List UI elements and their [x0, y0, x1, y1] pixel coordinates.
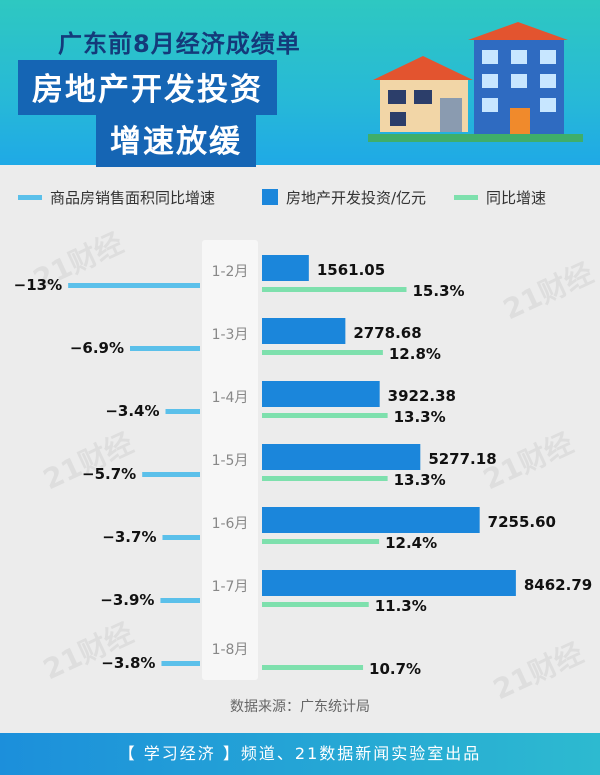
- sales-area-label: −5.7%: [82, 465, 136, 483]
- investment-label: 1561.05: [317, 261, 385, 279]
- house-illustration-icon: [368, 22, 583, 142]
- growth-bar: [262, 350, 383, 355]
- sales-area-label: −3.8%: [101, 654, 155, 672]
- growth-bar: [262, 287, 407, 292]
- title-line-2: 增速放缓: [96, 112, 256, 167]
- investment-bar: [262, 444, 421, 470]
- investment-bar: [262, 507, 480, 533]
- growth-label: 13.3%: [394, 471, 446, 489]
- growth-label: 10.7%: [369, 660, 421, 678]
- subtitle: 广东前8月经济成绩单: [58, 30, 301, 58]
- sales-area-bar: [130, 346, 200, 351]
- growth-bar: [262, 476, 388, 481]
- investment-bar: [262, 570, 516, 596]
- growth-label: 13.3%: [394, 408, 446, 426]
- sales-area-label: −3.4%: [105, 402, 159, 420]
- investment-bar: [262, 255, 309, 281]
- investment-bar: [262, 318, 346, 344]
- sales-area-label: −3.7%: [102, 528, 156, 546]
- legend-swatch-investment: [262, 189, 278, 205]
- legend-sales-area: 商品房销售面积同比增速: [18, 184, 215, 210]
- sales-area-bar: [160, 598, 200, 603]
- investment-label: 8462.79: [524, 576, 592, 594]
- data-source: 数据来源：广东统计局: [230, 699, 370, 715]
- legend-growth: 同比增速: [454, 184, 546, 210]
- category-label: 1-6月: [212, 516, 249, 532]
- sales-area-label: −6.9%: [70, 339, 124, 357]
- chart-legend: 商品房销售面积同比增速 房地产开发投资/亿元 同比增速: [0, 184, 600, 214]
- investment-bar: [262, 381, 380, 407]
- growth-bar: [262, 602, 369, 607]
- growth-bar: [262, 665, 364, 670]
- legend-swatch-growth: [454, 194, 478, 200]
- category-label: 1-2月: [212, 264, 249, 280]
- sales-area-bar: [162, 535, 200, 540]
- investment-label: 2778.68: [353, 324, 421, 342]
- category-label: 1-5月: [212, 453, 249, 469]
- category-label: 1-3月: [212, 327, 249, 343]
- legend-label-sales: 商品房销售面积同比增速: [50, 188, 216, 207]
- category-label: 1-8月: [212, 642, 249, 658]
- legend-label-investment: 房地产开发投资/亿元: [286, 188, 427, 207]
- investment-label: 7255.60: [488, 513, 556, 531]
- category-label: 1-7月: [212, 579, 249, 595]
- sales-area-bar: [68, 283, 201, 288]
- sales-area-label: −13%: [14, 276, 62, 294]
- legend-label-growth: 同比增速: [486, 188, 547, 207]
- title-line-1: 房地产开发投资: [18, 60, 277, 115]
- category-column: [202, 240, 258, 680]
- growth-label: 12.8%: [389, 345, 441, 363]
- sales-area-label: −3.9%: [100, 591, 154, 609]
- legend-investment: 房地产开发投资/亿元: [262, 184, 426, 210]
- sales-area-bar: [142, 472, 200, 477]
- growth-label: 12.4%: [385, 534, 437, 552]
- legend-swatch-sales: [18, 194, 42, 200]
- footer-credit: 【 学习经济 】频道、21数据新闻实验室出品: [0, 733, 600, 775]
- category-label: 1-4月: [212, 390, 249, 406]
- investment-label: 5277.18: [428, 450, 496, 468]
- sales-area-bar: [161, 661, 200, 666]
- header-banner: 广东前8月经济成绩单 房地产开发投资 增速放缓: [0, 0, 600, 167]
- investment-label: 3922.38: [388, 387, 456, 405]
- growth-label: 11.3%: [375, 597, 427, 615]
- growth-label: 15.3%: [413, 282, 465, 300]
- growth-bar: [262, 413, 388, 418]
- sales-area-bar: [165, 409, 200, 414]
- growth-bar: [262, 539, 380, 544]
